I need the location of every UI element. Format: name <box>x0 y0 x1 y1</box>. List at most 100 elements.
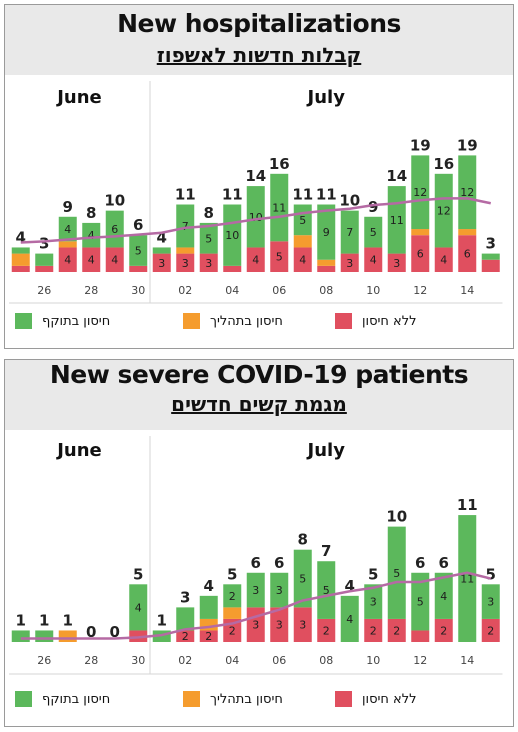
bar-segment-vaccinated <box>199 595 218 619</box>
bar-segment-unvaccinated <box>293 607 312 642</box>
bar-segment-vaccinated <box>270 173 289 242</box>
legend-label: חיסון בתוקף <box>42 313 111 329</box>
segment-value-label: 11 <box>390 214 404 227</box>
segment-value-label: 2 <box>323 624 330 637</box>
legend-in-progress: חיסון בתהליך <box>183 313 283 329</box>
bar-total-label: 6 <box>133 216 143 234</box>
bar-total-label: 6 <box>251 554 261 572</box>
x-tick-label: 12 <box>413 654 427 667</box>
segment-value-label: 6 <box>111 223 118 236</box>
bar-total-label: 10 <box>104 192 125 210</box>
segment-value-label: 4 <box>252 254 259 267</box>
x-tick-label: 04 <box>225 284 239 297</box>
bar-segment-unvaccinated <box>434 247 453 272</box>
bar-segment-vaccinated <box>35 253 54 266</box>
month-label: June <box>55 440 102 461</box>
segment-value-label: 2 <box>487 624 494 637</box>
bar-segment-vaccinated <box>481 584 500 619</box>
bar-segment-vaccinated <box>411 572 430 631</box>
segment-value-label: 4 <box>88 254 95 267</box>
segment-value-label: 3 <box>158 257 165 270</box>
bar-total-label: 4 <box>16 228 26 246</box>
bar-segment-in-progress <box>458 229 477 236</box>
bar-segment-in-progress <box>317 259 336 266</box>
segment-value-label: 5 <box>299 573 306 586</box>
segment-value-label: 3 <box>252 619 259 632</box>
legend-unvaccinated: ללא חיסון <box>335 691 417 707</box>
segment-value-label: 3 <box>393 257 400 270</box>
bar-segment-unvaccinated <box>11 265 30 272</box>
bar-segment-unvaccinated <box>105 247 124 272</box>
bar-total-label: 10 <box>339 192 360 210</box>
bar-segment-vaccinated <box>11 630 30 642</box>
bar-total-label: 14 <box>245 167 266 185</box>
severe-patients-panel: New severe COVID-19 patients מגמת קשים ח… <box>4 359 514 727</box>
bar-total-label: 11 <box>292 186 313 204</box>
segment-value-label: 2 <box>182 630 189 643</box>
bar-segment-vaccinated <box>35 630 54 642</box>
bar-total-label: 5 <box>133 565 143 583</box>
bar-segment-unvaccinated <box>458 235 477 272</box>
segment-value-label: 5 <box>323 584 330 597</box>
segment-value-label: 6 <box>464 248 471 261</box>
legend: חיסון בתוקף חיסון בתהליך ללא חיסון <box>5 687 513 717</box>
bar-segment-unvaccinated <box>199 253 218 272</box>
bar-segment-vaccinated <box>434 173 453 248</box>
segment-value-label: 2 <box>440 624 447 637</box>
bar-segment-unvaccinated <box>364 247 383 272</box>
bar-segment-in-progress <box>223 607 242 619</box>
bar-segment-in-progress <box>199 618 218 631</box>
bar-segment-unvaccinated <box>129 265 148 272</box>
bar-segment-vaccinated <box>82 222 101 248</box>
bar-total-label: 6 <box>274 554 284 572</box>
segment-value-label: 4 <box>299 254 306 267</box>
segment-value-label: 3 <box>182 257 189 270</box>
segment-value-label: 5 <box>393 567 400 580</box>
x-tick-label: 14 <box>460 654 474 667</box>
segment-value-label: 4 <box>346 613 353 626</box>
x-tick-label: 02 <box>178 654 192 667</box>
bar-segment-unvaccinated <box>176 630 195 642</box>
bar-segment-unvaccinated <box>387 253 406 272</box>
bar-segment-vaccinated <box>434 572 453 619</box>
bar-segment-unvaccinated <box>364 618 383 642</box>
segment-value-label: 3 <box>487 596 494 609</box>
bar-segment-vaccinated <box>340 210 359 254</box>
bar-total-label: 5 <box>486 565 496 583</box>
bar-segment-in-progress <box>293 235 312 248</box>
bar-segment-vaccinated <box>223 204 242 266</box>
bar-segment-unvaccinated <box>387 618 406 642</box>
bar-segment-vaccinated <box>58 216 77 242</box>
bar-total-label: 14 <box>386 167 407 185</box>
bar-total-label: 16 <box>433 155 454 173</box>
bar-segment-vaccinated <box>293 549 312 608</box>
bar-total-label: 10 <box>386 508 407 526</box>
bar-segment-unvaccinated <box>411 235 430 272</box>
x-tick-label: 06 <box>272 284 286 297</box>
bar-total-label: 19 <box>410 136 431 154</box>
bar-total-label: 4 <box>204 577 214 595</box>
x-tick-label: 12 <box>413 284 427 297</box>
chart-subtitle: קבלות חדשות לאשפוז <box>156 43 362 67</box>
bar-total-label: 0 <box>86 623 96 641</box>
bar-segment-unvaccinated <box>317 265 336 272</box>
bar-total-label: 11 <box>175 186 196 204</box>
x-tick-label: 02 <box>178 284 192 297</box>
x-tick-label: 28 <box>84 654 98 667</box>
legend-swatch <box>183 691 200 707</box>
legend-label: ללא חיסון <box>362 313 417 329</box>
bar-total-label: 11 <box>222 186 243 204</box>
bar-segment-vaccinated <box>11 247 30 254</box>
bar-segment-vaccinated <box>317 204 336 260</box>
bar-segment-vaccinated <box>364 584 383 619</box>
bar-segment-in-progress <box>11 253 30 266</box>
segment-value-label: 5 <box>276 251 283 264</box>
x-tick-label: 06 <box>272 654 286 667</box>
bar-segment-unvaccinated <box>58 247 77 272</box>
segment-value-label: 4 <box>440 254 447 267</box>
bar-segment-vaccinated <box>270 572 289 608</box>
x-tick-label: 26 <box>37 284 51 297</box>
bar-segment-vaccinated <box>152 247 171 254</box>
legend-label: ללא חיסון <box>362 691 417 707</box>
